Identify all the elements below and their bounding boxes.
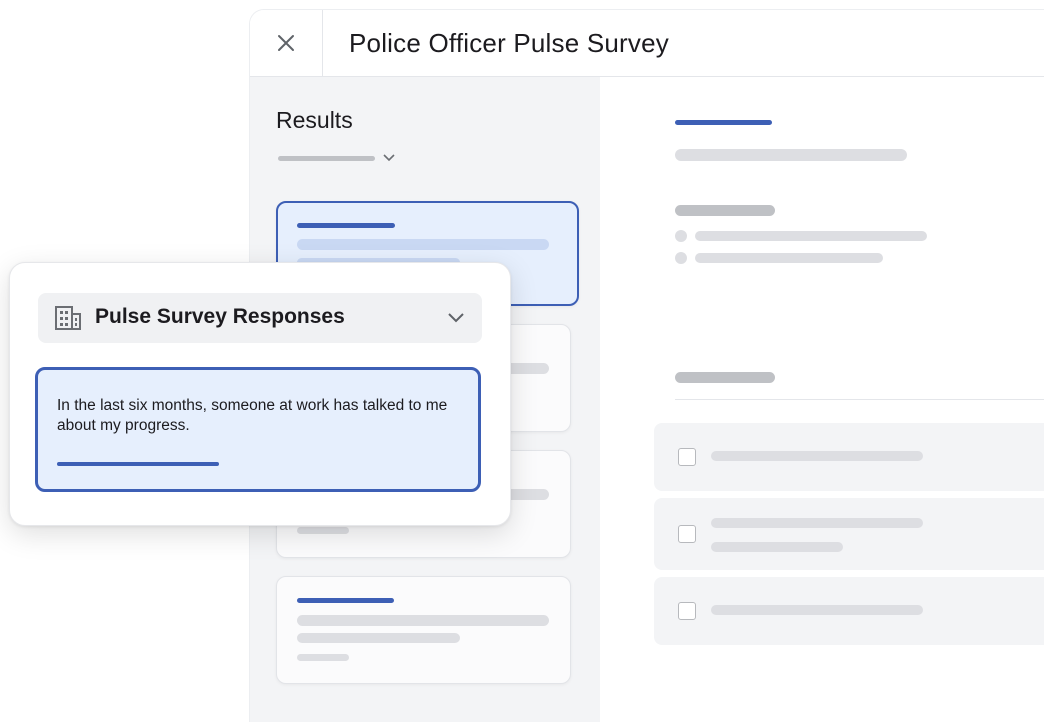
checkbox-row[interactable] [654,498,1044,570]
row-label-placeholder [711,518,923,528]
divider [675,399,1044,400]
detail-section-heading [675,205,775,216]
row-label-placeholder [711,451,923,461]
detail-subtitle-placeholder [675,149,907,161]
window-header: Police Officer Pulse Survey [250,10,1044,77]
result-card-line [497,489,549,500]
checkbox-row[interactable] [654,577,1044,645]
result-card-line [297,615,549,626]
detail-pane [600,77,1044,722]
checkbox[interactable] [678,448,696,466]
detail-section-heading [675,372,775,383]
result-card-title-placeholder [297,223,395,228]
result-card-line [497,363,549,374]
result-card[interactable] [276,576,571,684]
responses-panel: Pulse Survey Responses In the last six m… [9,262,511,526]
checkbox-row[interactable] [654,423,1044,491]
chevron-down-icon [448,313,464,323]
checkbox[interactable] [678,602,696,620]
survey-question-card[interactable]: In the last six months, someone at work … [35,367,481,492]
question-progress-line [57,462,219,466]
result-card-line [297,527,349,534]
result-card-title-placeholder [297,598,394,603]
dropdown-label: Pulse Survey Responses [95,305,345,328]
building-icon [55,306,81,330]
checkbox[interactable] [678,525,696,543]
chevron-down-icon [383,154,395,162]
bullet-line [695,253,883,263]
question-text: In the last six months, someone at work … [57,397,448,434]
results-heading: Results [276,107,353,133]
close-icon [278,35,294,51]
result-card-line [297,239,549,250]
row-label-placeholder [711,542,843,552]
survey-responses-dropdown[interactable]: Pulse Survey Responses [38,293,482,343]
result-card-line [297,654,349,661]
row-label-placeholder [711,605,923,615]
bullet-dot [675,252,687,264]
close-button[interactable] [250,10,323,76]
results-filter-dropdown[interactable] [278,151,400,167]
detail-title-placeholder [675,120,772,125]
filter-placeholder [278,156,375,161]
result-card-line [297,633,460,643]
page-title: Police Officer Pulse Survey [349,28,669,58]
bullet-line [695,231,927,241]
bullet-dot [675,230,687,242]
